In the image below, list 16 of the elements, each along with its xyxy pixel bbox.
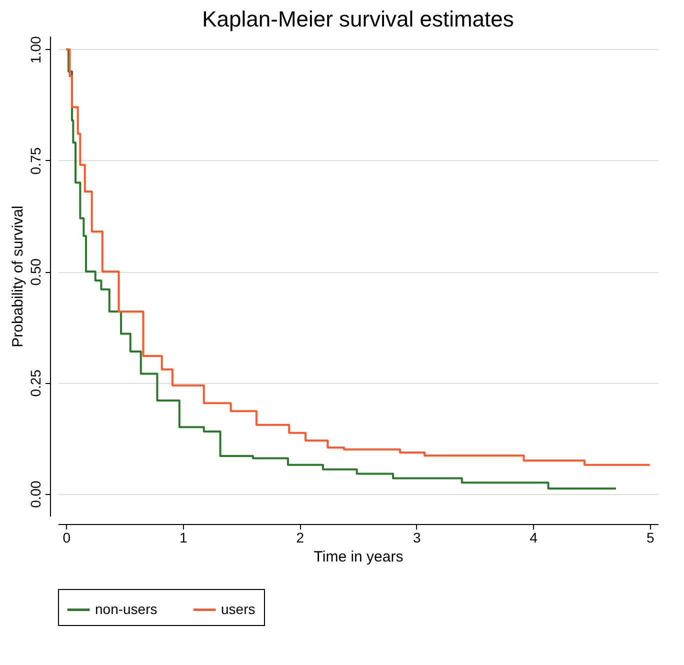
x-tick-label: 3 [412,530,421,546]
x-axis-title: Time in years [314,548,404,566]
x-tick-label: 1 [180,530,188,546]
x-tick-label: 0 [62,530,71,546]
y-axis-title: Probability of survival [10,206,26,348]
x-tick-label: 5 [646,530,654,546]
y-tick-label: 0.50 [28,258,44,286]
x-tick-label: 4 [530,530,538,546]
chart-title: Kaplan-Meier survival estimates [202,6,514,32]
y-tick-label: 0.00 [28,480,44,508]
legend-label: users [221,600,256,617]
x-tick-label: 2 [296,530,304,546]
y-tick-label: 0.25 [28,369,44,397]
legend-label: non-users [95,600,158,617]
y-tick-label: 1.00 [28,36,44,64]
y-tick-label: 0.75 [28,147,44,175]
